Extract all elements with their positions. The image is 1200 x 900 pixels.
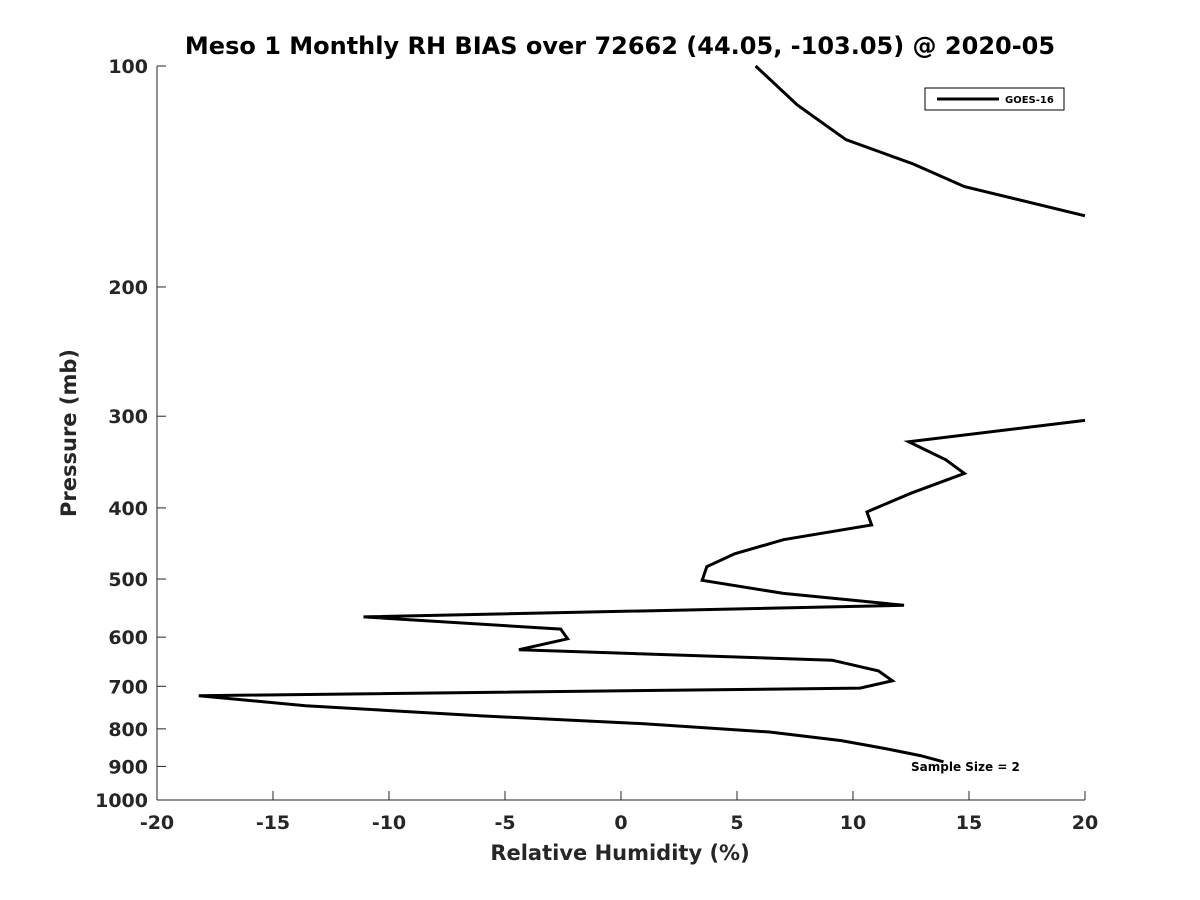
- y-tick-label: 700: [108, 676, 148, 698]
- x-tick-label: 15: [956, 812, 982, 834]
- x-tick-label: -15: [256, 812, 290, 834]
- y-tick-label: 300: [108, 406, 148, 428]
- plot-area: [157, 66, 1085, 800]
- y-tick-label: 200: [108, 277, 148, 299]
- y-tick-label: 500: [108, 569, 148, 591]
- series-line-goes-16: [198, 418, 1086, 764]
- y-tick-label: 900: [108, 756, 148, 778]
- x-tick-label: 20: [1072, 812, 1098, 834]
- chart-title: Meso 1 Monthly RH BIAS over 72662 (44.05…: [185, 32, 1055, 60]
- y-tick-label: 400: [108, 498, 148, 520]
- series-layer: [198, 64, 1086, 764]
- sample-size-annotation: Sample Size = 2: [911, 760, 1020, 774]
- x-tick-label: 0: [614, 812, 627, 834]
- x-tick-label: 10: [840, 812, 866, 834]
- legend: GOES-16: [924, 87, 1065, 111]
- y-axis-label: Pressure (mb): [57, 349, 81, 517]
- x-tick-label: -20: [140, 812, 174, 834]
- legend-label-goes-16: GOES-16: [1005, 95, 1054, 106]
- y-tick-label: 600: [108, 627, 148, 649]
- x-axis: -20 -15 -10 -5 0 5 10 15 20: [140, 791, 1098, 834]
- y-tick-label: 100: [108, 56, 148, 78]
- x-tick-label: -10: [372, 812, 406, 834]
- x-tick-label: 5: [730, 812, 743, 834]
- y-tick-label: 1000: [95, 790, 148, 812]
- series-line-goes-16: [754, 64, 1086, 218]
- y-tick-label: 800: [108, 719, 148, 741]
- x-axis-label: Relative Humidity (%): [490, 841, 749, 865]
- x-tick-label: -5: [494, 812, 515, 834]
- y-axis: 100 200 300 400 500 600 700 800 900 1000: [95, 56, 166, 812]
